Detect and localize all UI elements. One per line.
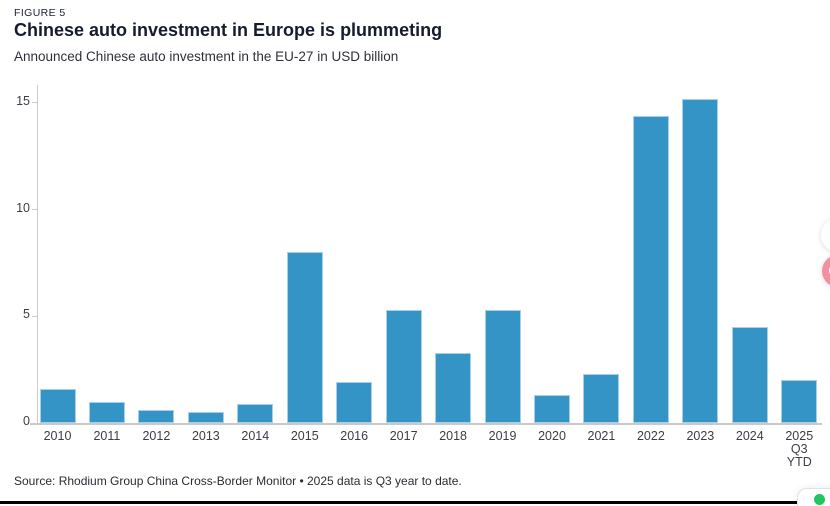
- y-axis-tick: [32, 102, 38, 104]
- x-tick-label: 2018: [439, 429, 467, 443]
- bar-2012[interactable]: [138, 410, 175, 423]
- x-tick-label: 2011: [93, 429, 121, 443]
- plot-area: 0 5 10 15 2010 2011 2012 2013 2014 2015 2016 2017 20…: [0, 85, 830, 469]
- x-tick-label: 2022: [636, 429, 665, 443]
- x-tick-label: 2013: [191, 429, 220, 443]
- chart-subtitle: Announced Chinese auto investment in the…: [14, 49, 399, 64]
- bar-2014[interactable]: [237, 403, 274, 423]
- bar-2021[interactable]: [583, 373, 620, 423]
- bar-2020[interactable]: [534, 395, 570, 423]
- figure-label: FIGURE 5: [14, 7, 66, 19]
- x-tick-label: 2012: [142, 429, 171, 443]
- x-tick-label: 2014: [241, 429, 270, 443]
- x-tick-label: 2021: [587, 429, 616, 443]
- bar-2010[interactable]: [39, 388, 76, 423]
- bar-2024[interactable]: [731, 326, 768, 423]
- online-status-dot: [814, 494, 825, 505]
- section-divider: [0, 501, 830, 504]
- bar-2015[interactable]: [286, 252, 323, 423]
- x-tick-label: 2017: [389, 429, 418, 443]
- y-tick-label: 10: [16, 200, 30, 215]
- x-tick-label: 2019: [488, 429, 517, 443]
- y-tick-label: 15: [16, 93, 30, 108]
- bar-2023[interactable]: [682, 98, 719, 423]
- bar-2011[interactable]: [88, 401, 125, 423]
- bar-2019[interactable]: [484, 309, 521, 423]
- y-tick-label: 5: [23, 307, 30, 322]
- y-axis-line: [37, 85, 38, 423]
- bar-2016[interactable]: [336, 382, 373, 423]
- copy-button[interactable]: [821, 218, 830, 252]
- bar-2018[interactable]: [435, 352, 472, 423]
- y-axis-tick: [32, 315, 38, 317]
- bar-2013[interactable]: [187, 412, 224, 423]
- x-tick-label: 2024: [735, 429, 764, 443]
- x-tick-label: 2010: [43, 429, 72, 443]
- bar-2025[interactable]: [781, 380, 818, 423]
- y-axis-tick: [32, 209, 38, 211]
- y-tick-label: 0: [23, 414, 30, 428]
- chart-title: Chinese auto investment in Europe is plu…: [14, 20, 443, 40]
- chat-widget-button[interactable]: [797, 488, 830, 506]
- y-axis-tick: [32, 422, 38, 424]
- x-tick-label: 2020: [538, 429, 566, 443]
- bar-2017[interactable]: [385, 309, 422, 423]
- x-tick-label: 2015: [290, 429, 319, 443]
- x-tick-label: 2025 Q3 YTD: [785, 429, 814, 469]
- bar-2022[interactable]: [632, 115, 669, 423]
- x-axis-line: [30, 423, 822, 425]
- source-note: Source: Rhodium Group China Cross-Border…: [14, 474, 462, 488]
- x-tick-label: 2023: [686, 429, 715, 443]
- x-tick-label: 2016: [340, 429, 369, 443]
